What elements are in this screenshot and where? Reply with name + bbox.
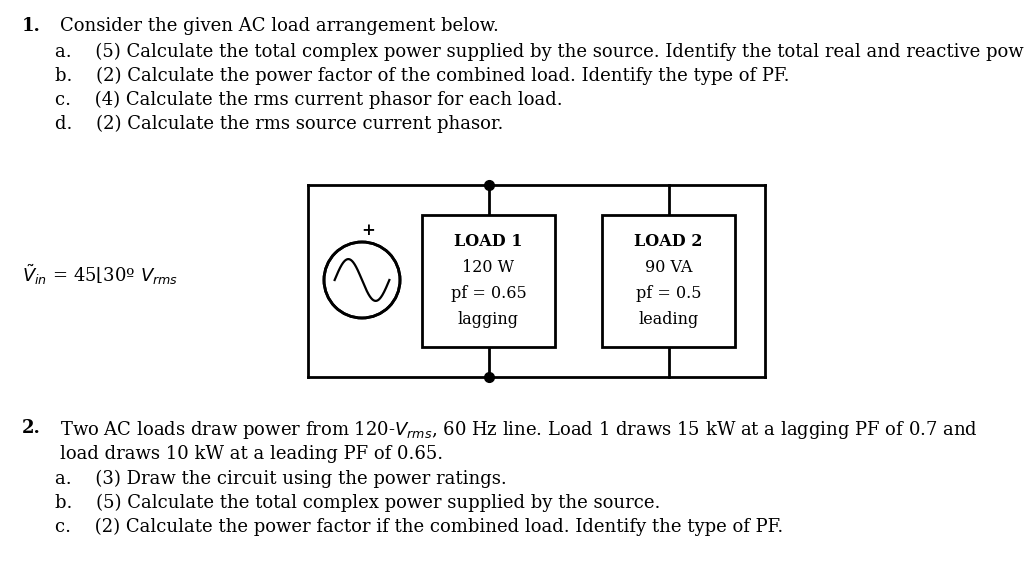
Circle shape bbox=[325, 243, 399, 317]
Text: a.  (3) Draw the circuit using the power ratings.: a. (3) Draw the circuit using the power … bbox=[55, 470, 507, 488]
Text: a.  (5) Calculate the total complex power supplied by the source. Identify the t: a. (5) Calculate the total complex power… bbox=[55, 43, 1024, 61]
Text: $\tilde{V}_{in}$ = 45⌊30º $V_{rms}$: $\tilde{V}_{in}$ = 45⌊30º $V_{rms}$ bbox=[22, 263, 178, 287]
Text: lagging: lagging bbox=[458, 311, 519, 328]
Text: 2.: 2. bbox=[22, 419, 41, 437]
Text: load draws 10 kW at a leading PF of 0.65.: load draws 10 kW at a leading PF of 0.65… bbox=[60, 445, 443, 463]
Text: leading: leading bbox=[638, 311, 698, 328]
Text: Two AC loads draw power from 120-$V_{rms}$, 60 Hz line. Load 1 draws 15 kW at a : Two AC loads draw power from 120-$V_{rms… bbox=[60, 419, 978, 441]
Text: 90 VA: 90 VA bbox=[645, 260, 692, 277]
Text: 1.: 1. bbox=[22, 17, 41, 35]
Text: Consider the given AC load arrangement below.: Consider the given AC load arrangement b… bbox=[60, 17, 499, 35]
Text: c.  (4) Calculate the rms current phasor for each load.: c. (4) Calculate the rms current phasor … bbox=[55, 91, 562, 109]
Text: d.  (2) Calculate the rms source current phasor.: d. (2) Calculate the rms source current … bbox=[55, 115, 504, 133]
Text: LOAD 1: LOAD 1 bbox=[455, 234, 522, 251]
Text: 120 W: 120 W bbox=[463, 260, 515, 277]
Text: c.  (2) Calculate the power factor if the combined load. Identify the type of PF: c. (2) Calculate the power factor if the… bbox=[55, 518, 783, 536]
Text: pf = 0.65: pf = 0.65 bbox=[451, 286, 526, 303]
Text: pf = 0.5: pf = 0.5 bbox=[636, 286, 701, 303]
Text: b.  (5) Calculate the total complex power supplied by the source.: b. (5) Calculate the total complex power… bbox=[55, 494, 660, 512]
Text: +: + bbox=[361, 222, 375, 239]
FancyBboxPatch shape bbox=[422, 215, 555, 347]
FancyBboxPatch shape bbox=[602, 215, 735, 347]
Text: LOAD 2: LOAD 2 bbox=[634, 234, 702, 251]
Text: b.  (2) Calculate the power factor of the combined load. Identify the type of PF: b. (2) Calculate the power factor of the… bbox=[55, 67, 790, 85]
